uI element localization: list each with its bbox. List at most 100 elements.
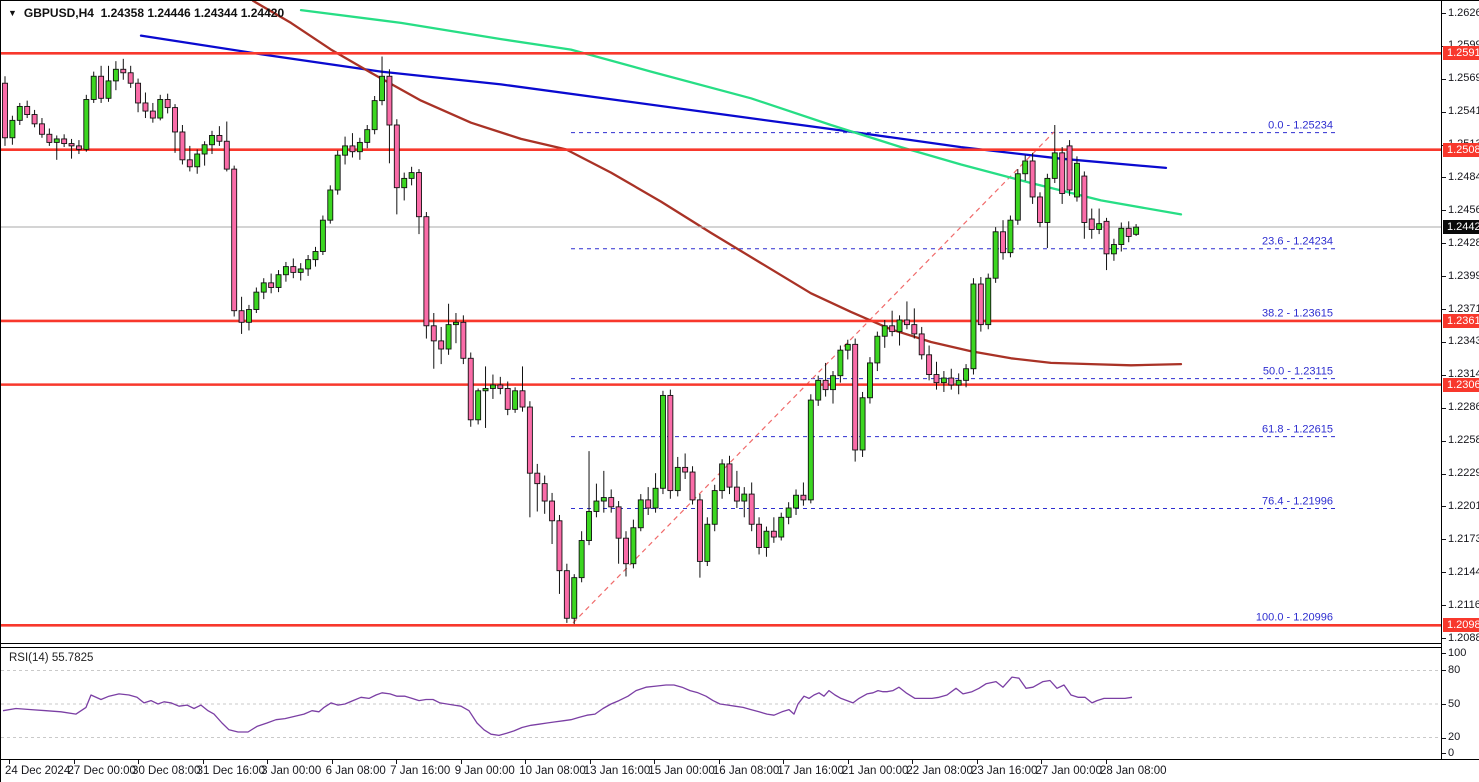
bearish-candle xyxy=(1081,175,1088,223)
bullish-candle xyxy=(364,129,371,143)
time-tick-label: 24 Dec 2024 xyxy=(5,765,71,777)
axis-tick xyxy=(1442,210,1446,212)
time-axis-tick xyxy=(460,760,462,764)
bearish-candle xyxy=(142,102,149,112)
time-tick-label: 21 Jan 00:00 xyxy=(841,765,909,777)
symbol-dropdown-icon[interactable]: ▼ xyxy=(8,8,17,18)
bullish-candle xyxy=(489,384,496,389)
bullish-candle xyxy=(297,268,304,273)
axis-tick xyxy=(1442,638,1446,639)
bearish-candle xyxy=(623,537,629,565)
line-price-badge: 1.23612 xyxy=(1443,313,1479,328)
axis-tick xyxy=(1442,653,1446,654)
price-tick-label: 1.21165 xyxy=(1448,598,1479,611)
time-tick-label: 17 Jan 16:00 xyxy=(777,765,844,777)
bullish-candle xyxy=(157,99,164,119)
price-tick-label: 1.21730 xyxy=(1448,532,1479,545)
bearish-candle xyxy=(39,123,45,135)
bullish-candle xyxy=(408,172,415,179)
time-axis-tick xyxy=(202,760,204,764)
axis-tick xyxy=(1442,78,1446,80)
ma-blue-line[interactable] xyxy=(139,34,1168,170)
bullish-candle xyxy=(704,523,711,562)
bearish-candle xyxy=(238,310,245,323)
bullish-candle xyxy=(201,144,208,155)
bullish-candle xyxy=(16,105,23,121)
bearish-candle xyxy=(1037,196,1043,223)
fib-level-label: 23.6 - 1.24234 xyxy=(1262,236,1333,248)
bearish-candle xyxy=(172,107,178,133)
line-price-badge: 1.20989 xyxy=(1443,618,1479,633)
price-axis[interactable]: 1.262651.259901.256951.254151.251301.248… xyxy=(1441,1,1479,759)
rsi-indicator-label: RSI(14) 55.7825 xyxy=(9,652,94,664)
time-tick-label: 6 Jan 08:00 xyxy=(325,765,386,777)
trendline[interactable] xyxy=(572,131,1055,624)
time-axis[interactable]: 24 Dec 2024 27 Dec 00:00 30 Dec 08:00 31 De… xyxy=(1,759,1479,782)
axis-tick xyxy=(1442,473,1446,475)
bearish-candle xyxy=(1103,220,1110,255)
bearish-candle xyxy=(733,486,740,502)
time-axis-tick xyxy=(331,760,333,764)
bullish-candle xyxy=(630,527,637,565)
bearish-candle xyxy=(911,324,918,335)
bearish-candle xyxy=(120,68,127,74)
rsi-pane[interactable] xyxy=(1,648,1441,759)
price-tick-label: 1.22295 xyxy=(1448,467,1479,480)
bearish-candle xyxy=(393,124,400,189)
price-chart-canvas[interactable]: 0.0 - 1.25234 23.6 - 1.24234 38.2 - 1.2361… xyxy=(1,1,1441,643)
time-tick-label: 30 Dec 08:00 xyxy=(132,765,201,777)
bearish-candle xyxy=(1029,160,1036,198)
bullish-candle xyxy=(282,266,289,276)
price-chart-pane[interactable]: 0.0 - 1.25234 23.6 - 1.24234 38.2 - 1.2361… xyxy=(1,1,1441,644)
axis-tick xyxy=(1442,276,1446,278)
rsi-canvas[interactable] xyxy=(1,648,1441,759)
bullish-candle xyxy=(1118,227,1125,245)
time-axis-tick xyxy=(396,760,398,764)
bearish-candle xyxy=(423,216,430,327)
bullish-candle xyxy=(453,321,459,326)
bullish-candle xyxy=(194,153,201,168)
bearish-candle xyxy=(186,159,193,168)
pane-splitter[interactable] xyxy=(1,647,1441,648)
bullish-candle xyxy=(9,119,16,139)
bullish-candle xyxy=(475,390,482,421)
price-tick-label: 1.22015 xyxy=(1448,499,1479,512)
bullish-candle xyxy=(1110,244,1117,255)
ma-green-line[interactable] xyxy=(299,8,1183,216)
bullish-candle xyxy=(319,219,326,252)
bullish-candle xyxy=(970,283,977,370)
axis-tick xyxy=(1442,440,1446,442)
bullish-candle xyxy=(327,189,334,221)
ohlc-values: 1.24358 1.24446 1.24344 1.24420 xyxy=(100,6,285,20)
time-axis-tick xyxy=(718,760,720,764)
bearish-candle xyxy=(948,377,955,386)
bullish-candle xyxy=(844,343,851,351)
bullish-candle xyxy=(1051,152,1058,179)
bearish-candle xyxy=(748,493,755,525)
bearish-candle xyxy=(179,131,186,161)
bullish-candle xyxy=(830,375,836,391)
time-tick-label: 9 Jan 00:00 xyxy=(454,765,515,777)
bullish-candle xyxy=(793,494,799,509)
axis-tick xyxy=(1442,407,1446,409)
axis-tick xyxy=(1442,243,1446,245)
price-tick-label: 1.22580 xyxy=(1448,434,1479,447)
price-tick-label: 1.20880 xyxy=(1448,631,1479,644)
axis-tick xyxy=(1442,605,1446,607)
bullish-candle xyxy=(1133,226,1140,235)
rsi-tick-label: 50 xyxy=(1448,697,1461,710)
current-price-badge: 1.24420 xyxy=(1443,220,1479,235)
bearish-candle xyxy=(135,82,142,104)
bearish-candle xyxy=(770,530,777,538)
price-tick-label: 1.25415 xyxy=(1448,105,1479,118)
bullish-candle xyxy=(600,497,607,502)
bearish-candle xyxy=(61,138,68,145)
bullish-candle xyxy=(1044,177,1051,223)
axis-tick xyxy=(1442,374,1446,376)
ma-darkred-line[interactable] xyxy=(251,1,1183,367)
bearish-candle xyxy=(615,506,622,539)
time-axis-tick xyxy=(589,760,591,764)
bullish-candle xyxy=(512,390,519,410)
axis-tick xyxy=(1442,341,1446,343)
time-tick-label: 10 Jan 08:00 xyxy=(519,765,586,777)
